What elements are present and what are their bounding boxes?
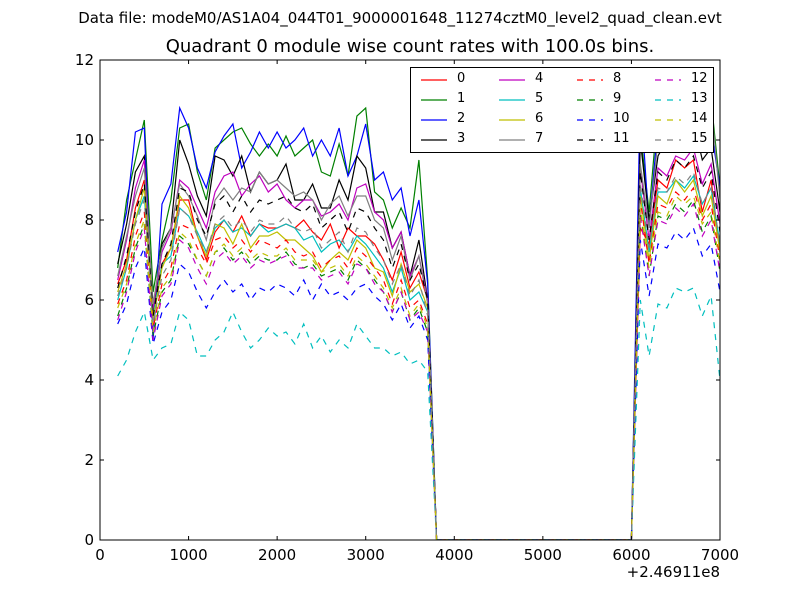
legend-swatch xyxy=(577,119,603,121)
series-line-1 xyxy=(117,66,720,540)
y-tick-label: 8 xyxy=(84,211,94,229)
x-tick-label: 4000 xyxy=(435,546,473,564)
series-line-10 xyxy=(117,226,720,540)
y-tick-label: 0 xyxy=(84,531,94,549)
chart-title: Quadrant 0 module wise count rates with … xyxy=(165,36,655,57)
x-offset-label: +2.46911e8 xyxy=(627,563,720,581)
legend-label: 7 xyxy=(535,131,544,146)
series-line-13 xyxy=(117,287,720,540)
legend-label: 14 xyxy=(691,111,708,126)
x-tick-label: 0 xyxy=(95,546,105,564)
legend-swatch xyxy=(577,99,603,101)
legend-swatch xyxy=(421,139,447,141)
legend-label: 1 xyxy=(457,91,466,106)
y-tick-label: 2 xyxy=(84,451,94,469)
series-line-11 xyxy=(117,154,720,540)
series-line-0 xyxy=(117,158,720,540)
legend-label: 12 xyxy=(691,71,708,86)
legend-swatch xyxy=(577,139,603,141)
legend: 0 1 2 3 4 5 6 7 8 9 10 11 12 13 14 15 xyxy=(410,67,714,153)
legend-swatch xyxy=(499,119,525,121)
legend-swatch xyxy=(499,139,525,141)
series-line-15 xyxy=(117,170,720,540)
legend-label: 2 xyxy=(457,111,466,126)
figure-suptitle: Data file: modeM0/AS1A04_044T01_90000016… xyxy=(78,9,722,27)
y-tick-label: 10 xyxy=(75,131,94,149)
legend-label: 15 xyxy=(691,131,708,146)
series-line-6 xyxy=(117,178,720,540)
legend-swatch xyxy=(577,79,603,81)
y-tick-label: 12 xyxy=(75,51,94,69)
legend-label: 3 xyxy=(457,131,466,146)
legend-swatch xyxy=(421,79,447,81)
legend-label: 4 xyxy=(535,71,544,86)
series-layer xyxy=(117,66,720,540)
legend-swatch xyxy=(655,119,681,121)
series-line-2 xyxy=(117,91,720,540)
legend-swatch xyxy=(655,99,681,101)
legend-swatch xyxy=(499,99,525,101)
y-tick-label: 6 xyxy=(84,291,94,309)
x-tick-label: 6000 xyxy=(612,546,650,564)
legend-swatch xyxy=(421,119,447,121)
legend-label: 9 xyxy=(613,91,622,106)
legend-label: 0 xyxy=(457,71,466,86)
series-line-8 xyxy=(117,186,720,540)
legend-label: 6 xyxy=(535,111,544,126)
legend-swatch xyxy=(655,79,681,81)
legend-label: 11 xyxy=(613,131,630,146)
x-tick-label: 3000 xyxy=(347,546,385,564)
legend-swatch xyxy=(655,139,681,141)
legend-label: 13 xyxy=(691,91,708,106)
legend-label: 8 xyxy=(613,71,622,86)
x-tick-label: 2000 xyxy=(258,546,296,564)
x-tick-label: 1000 xyxy=(169,546,207,564)
series-line-7 xyxy=(117,74,720,540)
x-tick-label: 5000 xyxy=(524,546,562,564)
legend-label: 5 xyxy=(535,91,544,106)
legend-label: 10 xyxy=(613,111,630,126)
legend-swatch xyxy=(499,79,525,81)
x-tick-label: 7000 xyxy=(701,546,739,564)
y-tick-label: 4 xyxy=(84,371,94,389)
legend-swatch xyxy=(421,99,447,101)
series-line-3 xyxy=(117,118,720,540)
